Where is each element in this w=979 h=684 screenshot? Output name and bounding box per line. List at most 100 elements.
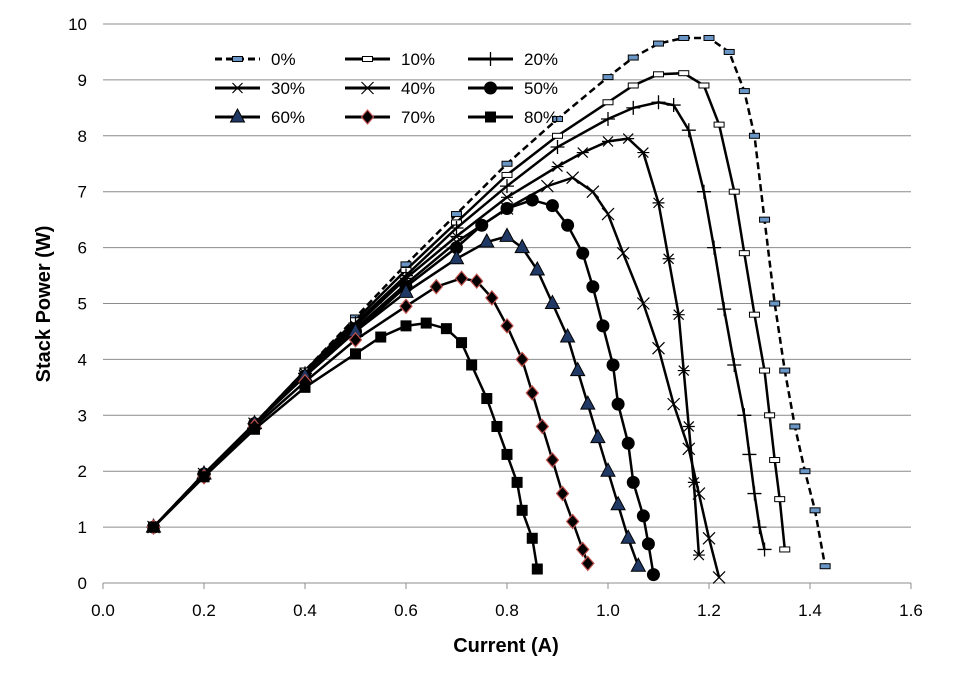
cross-marker: [667, 397, 681, 411]
data-point: [249, 423, 260, 435]
x-tick-label: 0.4: [293, 601, 317, 620]
data-point: [515, 351, 529, 368]
data-point: [569, 361, 586, 377]
asterisk-marker: [682, 421, 695, 432]
legend-item-30pct: 30%: [215, 79, 305, 98]
plus-marker: [449, 221, 464, 236]
data-point: [641, 537, 655, 551]
triangle-marker: [600, 462, 616, 477]
data-point: [636, 297, 650, 310]
legend-label: 70%: [401, 108, 435, 127]
triangle-marker: [478, 232, 495, 248]
y-tick-label: 2: [78, 462, 87, 481]
square-marker: [511, 476, 523, 488]
cross-marker: [712, 570, 726, 584]
diamond-marker: [348, 331, 363, 348]
dash-box-marker: [809, 507, 821, 514]
cross-marker: [601, 207, 615, 221]
x-tick-label: 1.0: [596, 601, 620, 620]
data-point: [737, 408, 752, 423]
data-point: [759, 216, 771, 223]
data-point: [678, 70, 690, 77]
dash-box-marker: [552, 132, 563, 139]
data-point: [667, 397, 681, 411]
series-line: [152, 101, 766, 550]
square-marker: [491, 420, 503, 432]
dash-box-marker: [653, 40, 664, 47]
cross-marker: [692, 487, 706, 500]
plus-marker: [483, 52, 498, 66]
data-point: [620, 529, 637, 544]
dash-box-marker: [703, 34, 715, 41]
data-point: [398, 283, 414, 298]
data-point: [514, 238, 530, 254]
series-line: [152, 176, 721, 578]
triangle-marker: [610, 495, 626, 511]
cross-marker: [566, 171, 580, 185]
data-point: [483, 52, 498, 66]
circle-marker: [545, 199, 559, 213]
data-point: [774, 496, 786, 503]
data-point: [499, 227, 515, 242]
dash-box-marker: [678, 34, 690, 41]
y-tick-label: 9: [78, 71, 87, 90]
data-point: [500, 201, 514, 215]
data-point: [596, 319, 610, 333]
data-point: [500, 179, 514, 194]
data-point: [525, 193, 539, 207]
square-marker: [485, 111, 496, 123]
legend-item-60pct: 60%: [215, 107, 305, 127]
triangle-marker: [590, 428, 606, 444]
dash-box-marker: [552, 116, 563, 123]
triangle-marker: [398, 283, 414, 298]
x-tick-label: 0.6: [394, 601, 418, 620]
data-point: [707, 240, 722, 255]
data-point: [449, 221, 464, 236]
asterisk-marker: [672, 309, 685, 321]
diamond-marker: [360, 109, 375, 125]
cross-marker: [702, 531, 716, 545]
diamond-marker: [429, 278, 444, 295]
data-point: [742, 447, 757, 462]
dash-box-marker: [799, 468, 811, 475]
triangle-marker: [559, 327, 576, 343]
data-point: [779, 546, 791, 553]
legend-item-80pct: 80%: [468, 108, 558, 127]
data-point: [799, 468, 811, 475]
legend-item-40pct: 40%: [345, 79, 435, 98]
triangle-marker: [620, 529, 637, 544]
square-marker: [350, 348, 361, 360]
data-series: [145, 34, 831, 584]
triangle-marker: [514, 238, 530, 254]
data-point: [696, 184, 711, 199]
data-point: [555, 485, 570, 502]
asterisk-marker: [231, 82, 244, 94]
data-point: [652, 341, 665, 355]
plus-marker: [727, 357, 742, 372]
square-marker: [299, 381, 311, 393]
data-point: [712, 570, 726, 584]
data-point: [626, 100, 641, 115]
data-point: [440, 323, 452, 335]
data-point: [526, 532, 538, 544]
dash-box-marker: [819, 563, 831, 570]
data-point: [566, 171, 580, 185]
data-point: [561, 218, 575, 232]
data-point: [429, 278, 444, 295]
dash-box-marker: [748, 311, 760, 318]
y-tick-label: 5: [78, 295, 87, 314]
data-point: [551, 161, 564, 172]
circle-marker: [525, 193, 539, 207]
grid-lines: [103, 23, 911, 528]
cross-marker: [540, 179, 554, 193]
plus-marker: [601, 112, 615, 127]
circle-marker: [450, 241, 463, 255]
diamond-marker: [545, 452, 560, 468]
diamond-marker: [565, 513, 580, 530]
data-point: [672, 309, 685, 321]
dash-box-marker: [501, 160, 513, 167]
data-point: [581, 555, 595, 572]
series-line: [152, 137, 701, 556]
legend-label: 50%: [524, 79, 558, 98]
data-point: [576, 246, 590, 260]
